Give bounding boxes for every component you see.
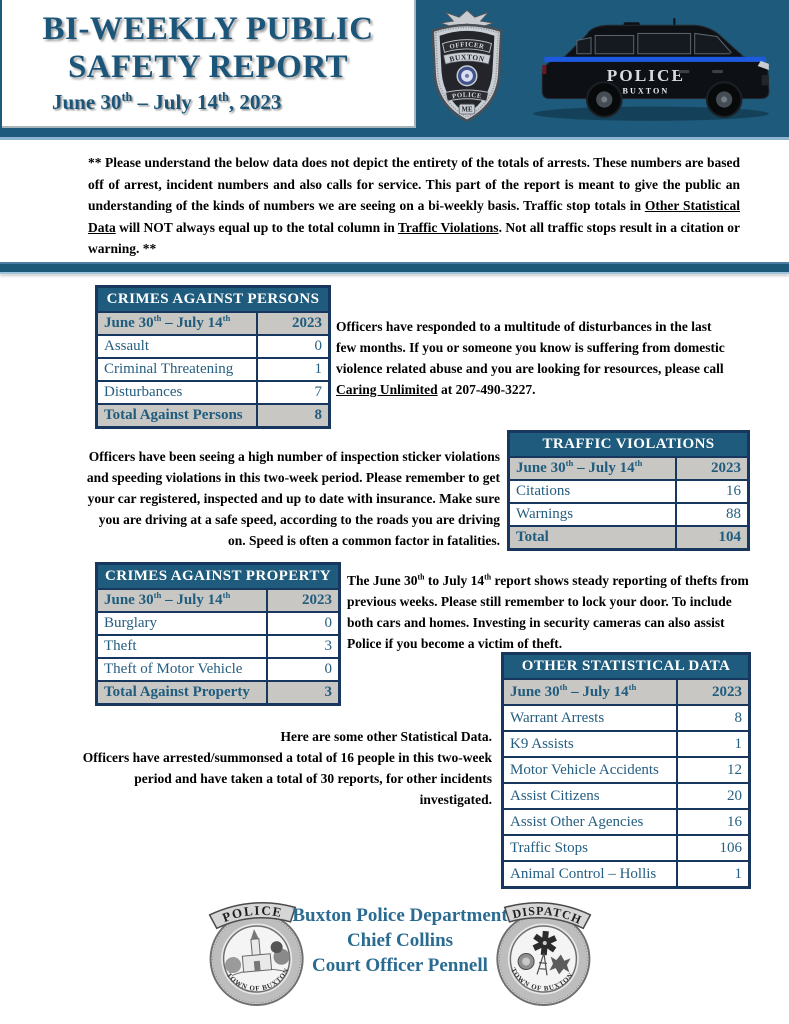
- table-row: Assist Citizens 20: [501, 782, 751, 810]
- star-of-life-glyph: [532, 930, 557, 956]
- footer: POLICE TOWN OF BUXTON Buxton Police Depa…: [0, 893, 789, 1018]
- police-badge-icon: OFFICER BUXTON POLICE ME: [423, 8, 511, 128]
- table-row: Theft of Motor Vehicle 0: [95, 657, 341, 682]
- table-total-row: Total Against Property 3: [95, 680, 341, 706]
- period-cell: June 30th – July 14th: [95, 588, 268, 613]
- table-title: OTHER STATISTICAL DATA: [501, 652, 751, 680]
- crimes-against-property-table: CRIMES AGAINST PROPERTY June 30th – July…: [95, 562, 341, 706]
- table-row: Disturbances 7: [95, 380, 331, 405]
- year-cell: 2023: [675, 456, 750, 481]
- svg-text:POLICE: POLICE: [452, 92, 483, 101]
- table-row: K9 Assists 1: [501, 730, 751, 758]
- table-row: Theft 3: [95, 634, 341, 659]
- table-title: CRIMES AGAINST PROPERTY: [95, 562, 341, 590]
- table-row: Burglary 0: [95, 611, 341, 636]
- persons-paragraph: Officers have responded to a multitude o…: [336, 319, 725, 397]
- report-date-range: June 30th – July 14th, 2023: [52, 90, 282, 114]
- buxton-dispatch-patch-icon: DISPATCH TOWN OF BUXTON: [484, 888, 604, 1015]
- disclaimer-paragraph: ** Please understand the below data does…: [88, 155, 740, 256]
- table-row: Assault 0: [95, 334, 331, 359]
- footer-line-department: Buxton Police Department: [292, 905, 508, 926]
- table-row: Criminal Threatening 1: [95, 357, 331, 382]
- table-total-row: Total 104: [507, 525, 750, 551]
- buxton-police-patch-icon: POLICE TOWN OF BUXTON: [196, 888, 316, 1015]
- table-row: Warnings 88: [507, 502, 750, 527]
- report-title-line2: SAFETY REPORT: [67, 49, 349, 85]
- other-statistical-data-table: OTHER STATISTICAL DATA June 30th – July …: [501, 652, 751, 889]
- year-cell: 2023: [256, 311, 331, 336]
- traffic-violations-table: TRAFFIC VIOLATIONS June 30th – July 14th…: [507, 430, 750, 551]
- table-row: Warrant Arrests 8: [501, 704, 751, 732]
- police-suv-icon: POLICE BUXTON: [524, 12, 778, 126]
- table-title: CRIMES AGAINST PERSONS: [95, 285, 331, 313]
- table-total-row: Total Against Persons 8: [95, 403, 331, 429]
- car-buxton-text: BUXTON: [623, 86, 670, 95]
- badge-police-text: POLICE: [452, 92, 482, 101]
- table-row: Traffic Stops 106: [501, 834, 751, 862]
- table-row: Animal Control – Hollis 1: [501, 860, 751, 889]
- property-paragraph: The June 30th to July 14th report shows …: [347, 572, 749, 651]
- svg-text:OFFICER: OFFICER: [449, 41, 485, 51]
- footer-line-chief: Chief Collins: [346, 930, 454, 951]
- period-cell: June 30th – July 14th: [95, 311, 258, 336]
- other-stats-paragraph: Here are some other Statistical Data. Of…: [82, 729, 492, 807]
- crimes-against-persons-table: CRIMES AGAINST PERSONS June 30th – July …: [95, 285, 331, 429]
- period-cell: June 30th – July 14th: [507, 456, 677, 481]
- badge-me-text: ME: [462, 107, 473, 114]
- title-box: BI-WEEKLY PUBLIC SAFETY REPORT June 30th…: [2, 0, 416, 128]
- report-title-line1: BI-WEEKLY PUBLIC: [42, 11, 374, 47]
- report-title: BI-WEEKLY PUBLIC SAFETY REPORT: [2, 0, 414, 86]
- year-cell: 2023: [266, 588, 341, 613]
- table-row: Assist Other Agencies 16: [501, 808, 751, 836]
- footer-text: Buxton Police Department Chief Collins C…: [280, 903, 520, 978]
- section-divider: [0, 262, 789, 274]
- car-police-text: POLICE: [607, 66, 685, 85]
- table-row: Motor Vehicle Accidents 12: [501, 756, 751, 784]
- header-band: BI-WEEKLY PUBLIC SAFETY REPORT June 30th…: [0, 0, 789, 140]
- year-cell: 2023: [676, 678, 751, 706]
- table-row: Citations 16: [507, 479, 750, 504]
- period-cell: June 30th – July 14th: [501, 678, 678, 706]
- footer-line-court-officer: Court Officer Pennell: [312, 955, 488, 976]
- badge-officer-text: OFFICER: [449, 41, 485, 51]
- traffic-paragraph: Officers have been seeing a high number …: [86, 449, 500, 548]
- table-title: TRAFFIC VIOLATIONS: [507, 430, 750, 458]
